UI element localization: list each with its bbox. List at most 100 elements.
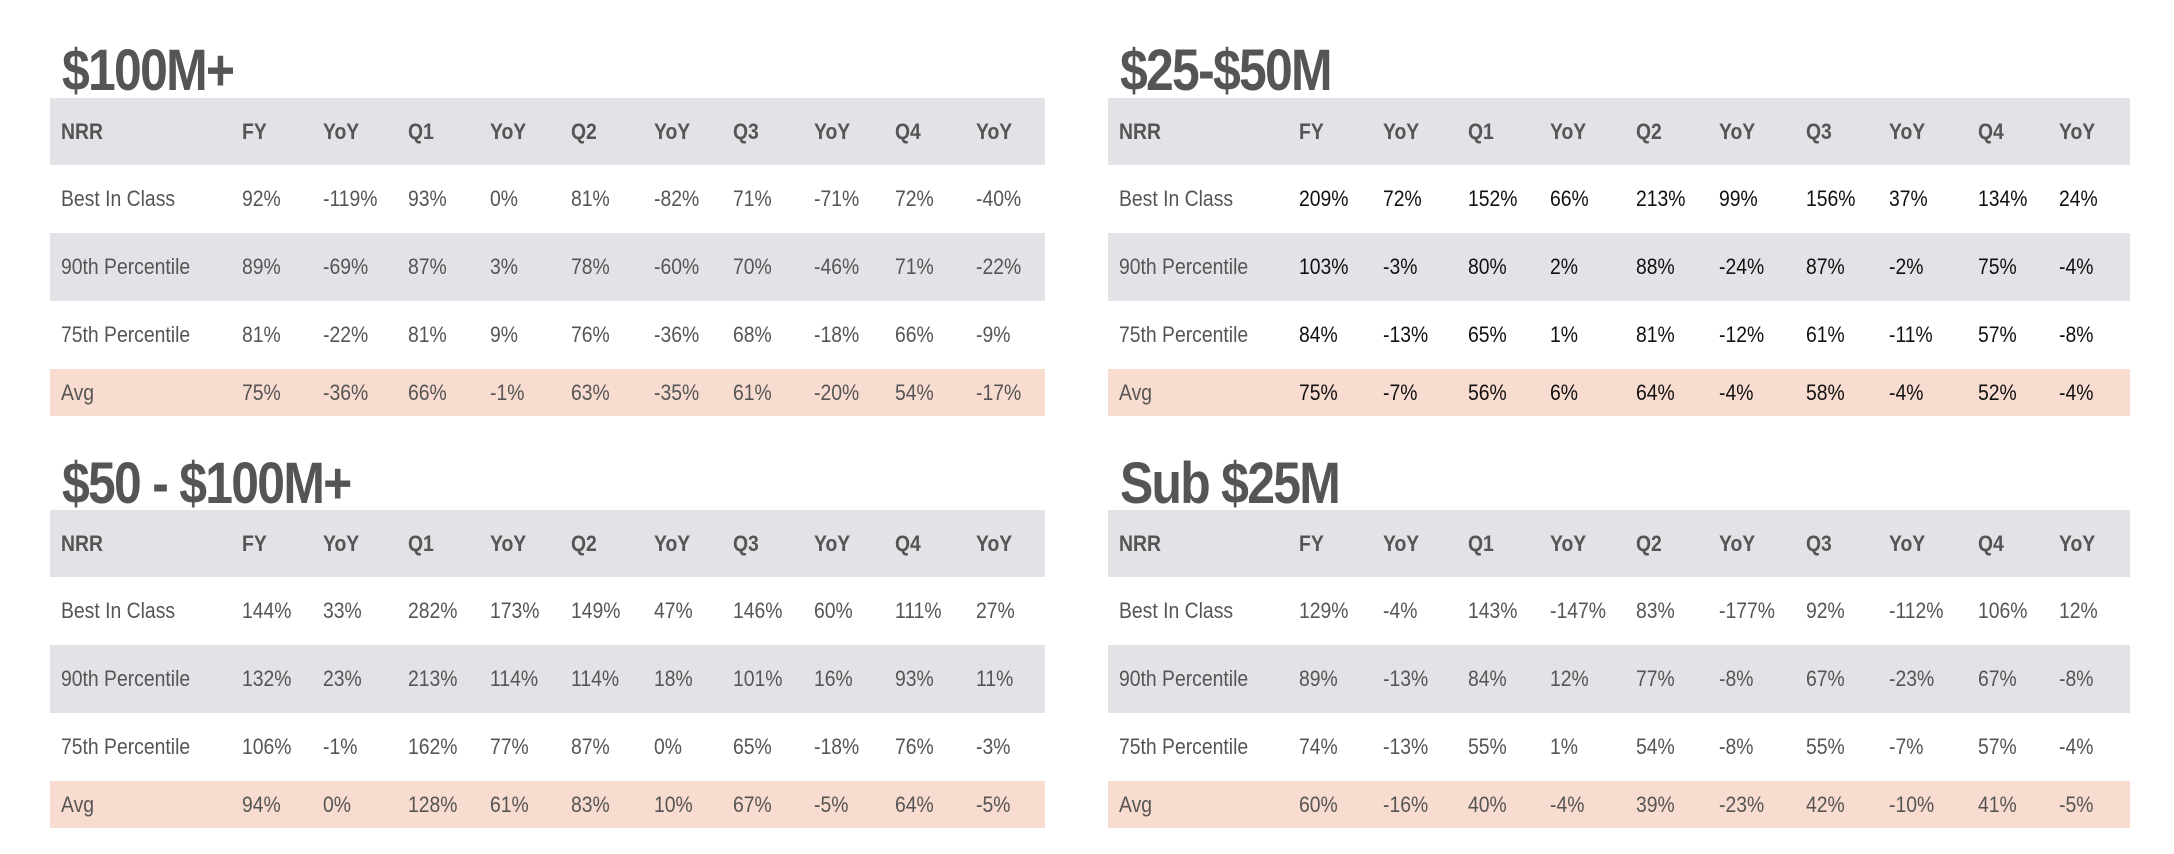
- table-cell: 40%: [1468, 791, 1507, 817]
- column-header: YoY: [814, 530, 851, 556]
- table-cell: -3%: [1383, 254, 1418, 279]
- table-row: 75th Percentile 74% -13% 55% 1% 54% -8% 55% -7% 5…: [1108, 713, 2130, 781]
- table-cell: 92%: [1806, 598, 1845, 623]
- table-cell: 12%: [2059, 598, 2098, 623]
- column-header: YoY: [2059, 118, 2096, 144]
- column-header: YoY: [323, 530, 360, 556]
- table-cell: 71%: [895, 254, 934, 279]
- column-header: Q3: [1806, 530, 1832, 556]
- row-label: Avg: [61, 791, 95, 817]
- column-header: Q1: [1468, 530, 1494, 556]
- table-cell: -12%: [1719, 322, 1765, 347]
- table-cell: 3%: [490, 254, 518, 279]
- table-cell: 213%: [408, 666, 458, 691]
- table-cell: -22%: [323, 322, 369, 347]
- table-row: 90th Percentile 89% -13% 84% 12% 77% -8% 67% -23…: [1108, 645, 2130, 713]
- table-cell: -71%: [814, 186, 860, 211]
- column-header: YoY: [1889, 530, 1926, 556]
- table-cell: 37%: [1889, 186, 1928, 211]
- table-cell: -9%: [976, 322, 1011, 347]
- row-label: Avg: [1119, 791, 1153, 817]
- table-cell: -24%: [1719, 254, 1765, 279]
- table-cell: 11%: [976, 666, 1014, 691]
- table-cell: 63%: [571, 379, 610, 405]
- table-cell: 101%: [733, 666, 783, 691]
- table-cell: 33%: [323, 598, 362, 623]
- table-cell: 65%: [733, 734, 772, 759]
- table-cell: 57%: [1978, 322, 2017, 347]
- table-cell: -18%: [814, 734, 860, 759]
- table-cell: 0%: [490, 186, 518, 211]
- table-row: Best In Class 129% -4% 143% -147% 83% -177% 92%…: [1108, 577, 2130, 645]
- table-cell: 75%: [1978, 254, 2017, 279]
- table-cell: 23%: [323, 666, 362, 691]
- column-header: Q1: [408, 530, 434, 556]
- column-header: YoY: [1383, 530, 1420, 556]
- table-cell: 39%: [1636, 791, 1675, 817]
- table-cell: 61%: [1806, 322, 1845, 347]
- table-cell: 61%: [733, 379, 772, 405]
- avg-row: Avg 75% -36% 66% -1% 63% -35% 61% -20% 54% -17%: [50, 369, 1045, 416]
- column-header: Q2: [571, 118, 597, 144]
- table-cell: -7%: [1889, 734, 1924, 759]
- table-cell: 61%: [490, 791, 529, 817]
- table-cell: 146%: [733, 598, 783, 623]
- table-cell: 72%: [1383, 186, 1422, 211]
- row-label: Best In Class: [1119, 598, 1234, 623]
- table-cell: 76%: [571, 322, 610, 347]
- table-row: Best In Class 92% -119% 93% 0% 81% -82% 71% -71%…: [50, 165, 1045, 233]
- column-header: Q1: [1468, 118, 1494, 144]
- table-cell: 103%: [1299, 254, 1349, 279]
- table-cell: 111%: [895, 598, 942, 623]
- table-cell: 76%: [895, 734, 934, 759]
- column-header: YoY: [976, 530, 1013, 556]
- table-cell: 68%: [733, 322, 772, 347]
- table-cell: 84%: [1299, 322, 1338, 347]
- table-cell: 52%: [1978, 379, 2017, 405]
- table-cell: 87%: [1806, 254, 1845, 279]
- table-cell: 74%: [1299, 734, 1338, 759]
- column-header: NRR: [61, 118, 103, 144]
- table-cell: -20%: [814, 379, 860, 405]
- table-cell: 54%: [1636, 734, 1675, 759]
- table-cell: 18%: [654, 666, 693, 691]
- column-header: FY: [242, 530, 267, 556]
- table-cell: 209%: [1299, 186, 1349, 211]
- row-label: Best In Class: [1119, 186, 1234, 211]
- column-header: Q4: [895, 530, 921, 556]
- row-label: 75th Percentile: [61, 734, 191, 759]
- row-label: 75th Percentile: [1119, 734, 1249, 759]
- row-label: Best In Class: [61, 598, 176, 623]
- table-panel-25-50m: $25-$50M NRR FY YoY Q1 YoY Q2 YoY Q3 YoY Q4 YoY Best…: [1108, 0, 2130, 854]
- table-cell: -5%: [2059, 791, 2094, 817]
- table-header-row: NRR FY YoY Q1 YoY Q2 YoY Q3 YoY Q4 YoY: [50, 98, 1045, 165]
- table-cell: 81%: [571, 186, 610, 211]
- column-header: Q4: [895, 118, 921, 144]
- table-cell: -1%: [490, 379, 525, 405]
- column-header: YoY: [1383, 118, 1420, 144]
- table-cell: 64%: [895, 791, 934, 817]
- table-cell: 81%: [408, 322, 447, 347]
- row-label: 90th Percentile: [61, 666, 191, 691]
- column-header: Q4: [1978, 530, 2004, 556]
- table-cell: 12%: [1550, 666, 1589, 691]
- table-cell: 67%: [1806, 666, 1845, 691]
- nrr-table: NRR FY YoY Q1 YoY Q2 YoY Q3 YoY Q4 YoY Best In Clas…: [1108, 510, 2130, 828]
- table-cell: 114%: [490, 666, 539, 691]
- column-header: YoY: [654, 530, 691, 556]
- table-cell: 27%: [976, 598, 1015, 623]
- table-cell: 75%: [1299, 379, 1338, 405]
- table-row: 90th Percentile 132% 23% 213% 114% 114% 18% 101…: [50, 645, 1045, 713]
- table-cell: -22%: [976, 254, 1022, 279]
- table-cell: -8%: [1719, 666, 1754, 691]
- table-cell: -36%: [654, 322, 700, 347]
- table-cell: 0%: [323, 791, 351, 817]
- table-cell: -11%: [1889, 322, 1933, 347]
- column-header: Q2: [571, 530, 597, 556]
- table-cell: 66%: [1550, 186, 1589, 211]
- table-cell: -4%: [1889, 379, 1924, 405]
- row-label: Avg: [1119, 379, 1153, 405]
- column-header: YoY: [1550, 118, 1587, 144]
- column-header: NRR: [1119, 530, 1161, 556]
- nrr-table: NRR FY YoY Q1 YoY Q2 YoY Q3 YoY Q4 YoY Best In Clas…: [1108, 98, 2130, 416]
